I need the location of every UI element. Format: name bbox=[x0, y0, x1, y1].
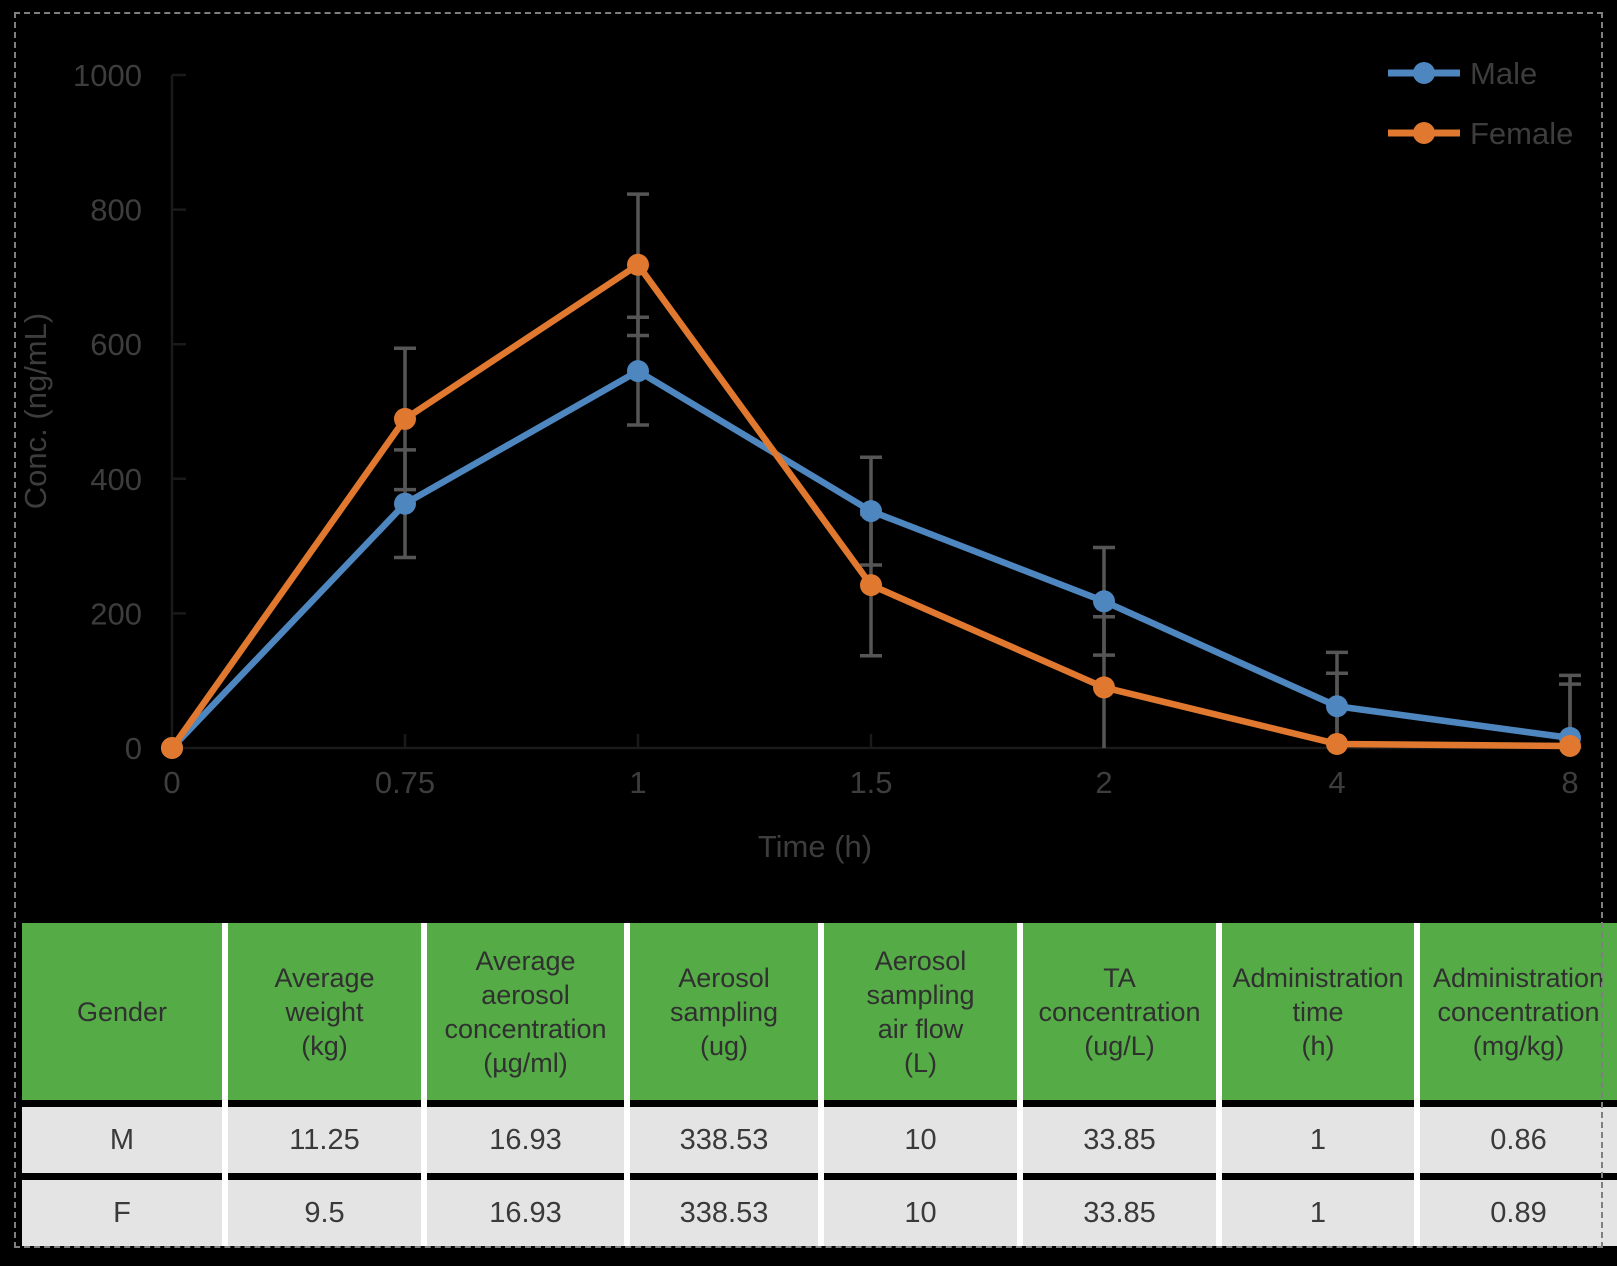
x-tick-label: 2 bbox=[1095, 765, 1112, 800]
pk-concentration-chart: 0 200 400 600 800 1000 0 0.75 1 1.5 2 4 8 Conc. (ng/m… bbox=[18, 56, 1582, 864]
table-cell-row0-col6: 1 bbox=[1222, 1100, 1414, 1173]
legend-label-female: Female bbox=[1470, 116, 1573, 151]
table-cell-row1-col5: 33.85 bbox=[1023, 1173, 1216, 1246]
table-header-cell-4: Aerosol sampling air flow (L) bbox=[824, 923, 1017, 1100]
x-tick-label: 4 bbox=[1328, 765, 1345, 800]
legend-label-male: Male bbox=[1470, 56, 1537, 91]
table-header-cell-0: Gender bbox=[22, 923, 222, 1100]
table-header-cell-3: Aerosol sampling (ug) bbox=[630, 923, 818, 1100]
table-header-cell-5: TA concentration (ug/L) bbox=[1023, 923, 1216, 1100]
x-tick-label: 1 bbox=[629, 765, 646, 800]
x-tick-label: 0.75 bbox=[375, 765, 435, 800]
y-tick-label: 600 bbox=[90, 327, 142, 362]
data-point-female-4 bbox=[1326, 732, 1348, 755]
table-cell-row1-col2: 16.93 bbox=[427, 1173, 624, 1246]
y-axis-title: Conc. (ng/mL) bbox=[18, 313, 53, 509]
table-header-cell-6: Administration time (h) bbox=[1222, 923, 1414, 1100]
data-point-female-0 bbox=[161, 737, 183, 759]
data-point-female-0.75 bbox=[394, 407, 416, 430]
data-point-male-1.5 bbox=[860, 500, 882, 523]
data-point-female-1 bbox=[627, 253, 649, 276]
table-cell-row0-col3: 338.53 bbox=[630, 1100, 818, 1173]
legend-marker-female bbox=[1413, 122, 1435, 144]
data-point-male-0.75 bbox=[394, 492, 416, 515]
table-header-cell-2: Average aerosol concentration (µg/ml) bbox=[427, 923, 624, 1100]
table-header-cell-1: Average weight (kg) bbox=[228, 923, 421, 1100]
data-point-female-2 bbox=[1093, 676, 1115, 699]
table-cell-row0-col1: 11.25 bbox=[228, 1100, 421, 1173]
table-cell-row0-col0: M bbox=[22, 1100, 222, 1173]
x-tick-label: 8 bbox=[1561, 765, 1578, 800]
data-point-male-4 bbox=[1326, 695, 1348, 718]
data-point-male-2 bbox=[1093, 590, 1115, 613]
data-point-male-1 bbox=[627, 360, 649, 383]
y-tick-label: 400 bbox=[90, 462, 142, 497]
table-cell-row1-col1: 9.5 bbox=[228, 1173, 421, 1246]
table-cell-row0-col7: 0.86 bbox=[1420, 1100, 1617, 1173]
table-cell-row1-col0: F bbox=[22, 1173, 222, 1246]
table-cell-row1-col4: 10 bbox=[824, 1173, 1017, 1246]
table-cell-row1-col3: 338.53 bbox=[630, 1173, 818, 1246]
table-header-cell-7: Administration concentration (mg/kg) bbox=[1420, 923, 1617, 1100]
table-cell-row0-col4: 10 bbox=[824, 1100, 1017, 1173]
table-cell-row1-col6: 1 bbox=[1222, 1173, 1414, 1246]
data-point-female-1.5 bbox=[860, 574, 882, 597]
y-tick-label: 0 bbox=[125, 731, 142, 766]
x-tick-label: 0 bbox=[163, 765, 180, 800]
table-cell-row1-col7: 0.89 bbox=[1420, 1173, 1617, 1246]
y-tick-label: 200 bbox=[90, 596, 142, 631]
table-cell-row0-col2: 16.93 bbox=[427, 1100, 624, 1173]
y-tick-label: 1000 bbox=[73, 58, 142, 93]
y-tick-label: 800 bbox=[90, 193, 142, 228]
x-axis-title: Time (h) bbox=[758, 829, 872, 864]
pk-parameters-table: Gender Average weight (kg) Average aerosol… bbox=[22, 923, 1617, 1246]
legend-marker-male bbox=[1413, 62, 1435, 84]
table-cell-row0-col5: 33.85 bbox=[1023, 1100, 1216, 1173]
pk-line-chart-svg: 0 200 400 600 800 1000 0 0.75 1 1.5 2 4 8 Conc. (ng/m… bbox=[18, 56, 1582, 864]
x-tick-label: 1.5 bbox=[849, 765, 892, 800]
data-point-female-8 bbox=[1559, 734, 1581, 757]
